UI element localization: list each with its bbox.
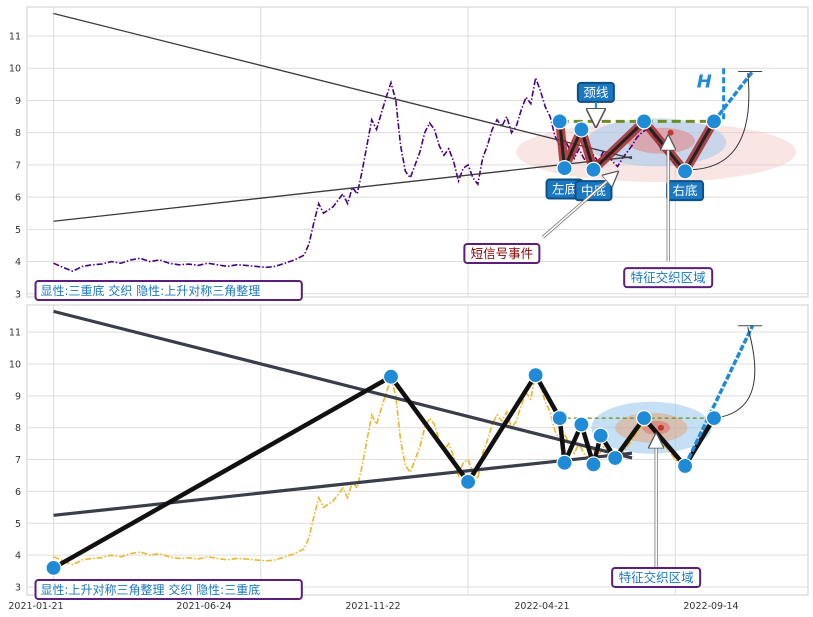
y-tick-label: 10 bbox=[9, 64, 21, 75]
projection-arc bbox=[685, 73, 750, 171]
y-tick-label: 5 bbox=[15, 519, 21, 530]
legend-top: 显性:三重底 交织 隐性:上升对称三角整理 bbox=[34, 280, 303, 301]
pattern-node bbox=[556, 160, 573, 177]
legend-top-text: 显性:三重底 交织 隐性:上升对称三角整理 bbox=[41, 283, 261, 298]
pattern-node bbox=[551, 113, 568, 130]
short-signal-label: 短信号事件 bbox=[463, 243, 541, 264]
pattern-node bbox=[527, 367, 544, 384]
pattern-node bbox=[382, 368, 400, 385]
cross-zone-label-top-text: 特征交织区域 bbox=[631, 270, 706, 285]
pattern-node bbox=[705, 410, 723, 427]
right-bottom-label: 右底 bbox=[666, 180, 705, 202]
pattern-node bbox=[585, 161, 602, 178]
projection-line bbox=[712, 70, 754, 123]
height-label: H bbox=[697, 72, 712, 93]
pattern-node bbox=[573, 121, 590, 138]
neckline-label: 颈线 bbox=[576, 81, 615, 103]
x-tick-label: 2022-09-14 bbox=[683, 601, 738, 612]
pattern-node bbox=[556, 454, 573, 471]
y-tick-label: 4 bbox=[15, 551, 21, 562]
trend-line-support bbox=[53, 156, 633, 222]
cross-zone-label-bottom-text: 特征交织区域 bbox=[619, 570, 694, 585]
y-tick-label: 3 bbox=[15, 583, 21, 594]
y-tick-label: 11 bbox=[9, 328, 21, 339]
x-axis: 2021-01-21 2021-06-24 2021-11-22 2022-04-21… bbox=[8, 601, 738, 612]
neckline-label-box bbox=[576, 81, 615, 103]
short-signal-label-box bbox=[463, 243, 541, 264]
y-tick-label: 6 bbox=[15, 487, 21, 498]
y-tick-label: 6 bbox=[15, 193, 21, 204]
cross-zone-center bbox=[657, 424, 664, 431]
short-signal-arrow bbox=[542, 176, 613, 238]
trend-line-support bbox=[53, 451, 633, 517]
y-tick-label: 10 bbox=[9, 359, 21, 370]
legend-bottom-box bbox=[34, 579, 303, 600]
legend-top-box bbox=[34, 280, 303, 301]
x-tick-label: 2021-06-24 bbox=[176, 601, 231, 612]
pattern-node bbox=[45, 559, 62, 577]
x-tick-label: 2021-01-21 bbox=[8, 601, 63, 612]
y-tick-label: 8 bbox=[15, 128, 21, 139]
x-tick-label: 2021-11-22 bbox=[345, 601, 400, 612]
y-tick-label: 9 bbox=[15, 391, 21, 402]
y-tick-label: 3 bbox=[15, 289, 21, 300]
pattern-node bbox=[551, 410, 568, 427]
projection-line bbox=[683, 324, 755, 467]
y-tick-label: 7 bbox=[15, 455, 21, 466]
x-tick-label: 2022-04-21 bbox=[514, 601, 569, 612]
cross-zone-center bbox=[667, 129, 674, 136]
y-tick-label: 7 bbox=[15, 160, 21, 171]
pattern-node bbox=[635, 410, 653, 427]
cross-zone-label-top: 特征交织区域 bbox=[623, 267, 714, 289]
pattern-node bbox=[585, 456, 602, 473]
legend-bottom: 显性:上升对称三角整理 交织 隐性:三重底 bbox=[34, 579, 303, 600]
short-signal-label-text: 短信号事件 bbox=[471, 246, 534, 261]
trend-line-resistance bbox=[53, 12, 633, 160]
pattern-node bbox=[460, 473, 477, 490]
y-tick-label: 4 bbox=[15, 257, 21, 268]
pattern-node bbox=[573, 416, 590, 433]
pattern-node bbox=[592, 427, 609, 444]
left-bottom-label-text: 左底 bbox=[552, 182, 577, 197]
pattern-node bbox=[607, 449, 624, 467]
pattern-node bbox=[676, 457, 694, 475]
price-series bbox=[53, 74, 706, 273]
pattern-node bbox=[705, 113, 723, 130]
pattern-node bbox=[635, 113, 653, 130]
neckline-label-text: 颈线 bbox=[583, 85, 609, 100]
legend-bottom-text: 显性:上升对称三角整理 交织 隐性:三重底 bbox=[41, 582, 261, 597]
y-tick-label: 8 bbox=[15, 423, 21, 434]
y-tick-label: 5 bbox=[15, 225, 21, 236]
y-tick-label: 11 bbox=[9, 32, 21, 43]
projection-arc bbox=[713, 327, 756, 419]
y-tick-label: 9 bbox=[15, 96, 21, 107]
cross-zone-label-bottom-box bbox=[611, 566, 702, 588]
cross-zone-label-top-box bbox=[623, 267, 714, 289]
cross-zone-label-bottom: 特征交织区域 bbox=[611, 566, 702, 588]
right-bottom-label-text: 右底 bbox=[673, 183, 698, 198]
pattern-node bbox=[676, 163, 694, 180]
trend-line-resistance bbox=[53, 309, 633, 460]
